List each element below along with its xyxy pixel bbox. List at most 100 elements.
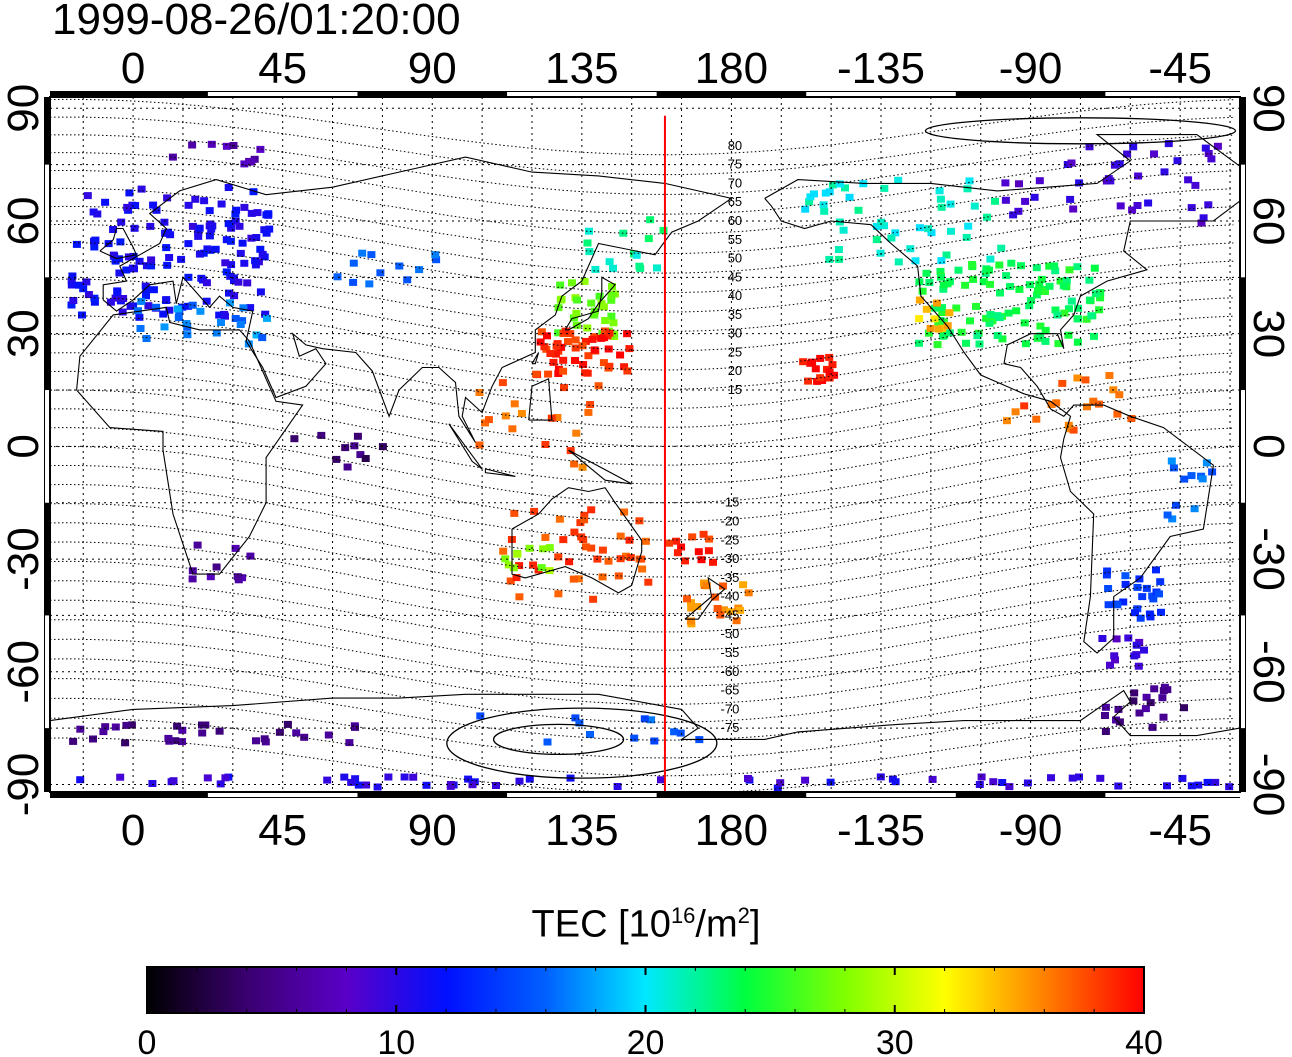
tec-cell-hawaii bbox=[813, 377, 822, 385]
tec-cell-caribbean bbox=[1058, 379, 1067, 387]
tec-cell-se-asia bbox=[594, 382, 603, 390]
tec-cell-east-asia bbox=[543, 332, 551, 340]
mag-contour bbox=[50, 522, 1234, 596]
tec-cell-usa bbox=[1095, 306, 1104, 314]
tec-cell-antarctic-peninsula bbox=[1159, 687, 1168, 695]
tec-cell-south-pole-band bbox=[1163, 782, 1171, 790]
tec-cell-east-asia bbox=[564, 338, 572, 346]
tec-cell-south-pole-band bbox=[525, 775, 534, 783]
tec-cell-europe bbox=[152, 206, 161, 214]
contour-label: -40 bbox=[721, 589, 740, 604]
mag-contour bbox=[50, 408, 1234, 485]
tec-cell-australia bbox=[555, 515, 564, 523]
tec-cell-south-pole-band bbox=[1178, 774, 1187, 782]
tec-cell-west-siberia bbox=[432, 256, 441, 264]
tec-cell-japan bbox=[595, 292, 604, 300]
tec-cell-australia bbox=[641, 537, 650, 545]
tec-cell-south-pole-band bbox=[76, 776, 85, 784]
contour-label: 80 bbox=[728, 138, 742, 153]
contour-label: -75 bbox=[721, 720, 740, 735]
axis-bar-gap bbox=[207, 793, 358, 797]
mag-contour bbox=[50, 278, 1234, 352]
tec-cell-usa bbox=[998, 335, 1007, 343]
tec-cell-south-pole-band bbox=[422, 781, 431, 789]
tec-cell-usa bbox=[1036, 332, 1045, 340]
tec-cell-japan bbox=[597, 300, 606, 308]
mag-contour bbox=[50, 116, 1234, 176]
tec-cell-canada bbox=[821, 189, 830, 197]
tec-cell-usa bbox=[979, 278, 988, 286]
mag-contour bbox=[50, 445, 1234, 522]
tec-cell-south-pole-band bbox=[1023, 779, 1032, 787]
tec-cell-west-australia bbox=[504, 561, 513, 569]
tec-cell-japan bbox=[609, 319, 618, 327]
tec-cell-arctic-america bbox=[1123, 150, 1132, 158]
lon-tick-label-bottom: 135 bbox=[545, 806, 618, 855]
tec-cell-usa bbox=[1025, 281, 1034, 289]
tec-cell-arctic-america bbox=[1085, 143, 1094, 151]
tec-cell-usa bbox=[1073, 263, 1082, 271]
tec-cell-australia bbox=[530, 507, 539, 515]
tec-cell-europe bbox=[142, 262, 151, 270]
tec-cell-europe bbox=[243, 279, 252, 287]
tec-cell-west-siberia bbox=[367, 251, 376, 259]
tec-cell-europe bbox=[230, 292, 239, 300]
tec-cell-australia bbox=[510, 509, 519, 517]
tec-cell-se-asia bbox=[508, 425, 517, 433]
tec-cell-usa bbox=[1062, 277, 1071, 284]
tec-cell-usa bbox=[995, 261, 1004, 269]
tec-cell-kamchatka bbox=[653, 264, 661, 272]
tec-cell-europe bbox=[146, 222, 155, 230]
tec-cell-usa bbox=[1085, 276, 1094, 284]
tec-cell-arctic-america bbox=[1199, 214, 1208, 222]
tec-cell-usa bbox=[1041, 326, 1050, 334]
tec-cell-australia bbox=[515, 562, 524, 570]
tec-cell-west-australia bbox=[513, 550, 522, 558]
tec-cell-australia bbox=[554, 553, 563, 561]
mag-contour bbox=[50, 389, 1234, 466]
mag-contour bbox=[50, 580, 1234, 651]
tec-cell-new-zealand bbox=[726, 608, 735, 616]
tec-cell-se-asia bbox=[560, 384, 568, 392]
coastline bbox=[448, 423, 483, 470]
tec-cell-usa bbox=[1027, 297, 1036, 304]
mag-contour bbox=[50, 678, 1234, 741]
tec-cell-canada bbox=[942, 251, 951, 259]
tec-cell-antarctic-peninsula bbox=[1101, 712, 1109, 719]
tec-cell-australia bbox=[635, 517, 644, 525]
tec-cell-australia bbox=[604, 557, 613, 565]
tec-cell-mediterranean bbox=[226, 299, 234, 307]
tec-cell-japan bbox=[583, 324, 592, 332]
tec-cell-europe bbox=[202, 297, 211, 305]
tec-cell-antarctic-peninsula bbox=[1101, 703, 1110, 711]
lat-tick-label-left: -30 bbox=[0, 527, 48, 591]
tec-cell-south-pole-band bbox=[203, 774, 212, 782]
tec-cell-west-australia bbox=[525, 544, 534, 552]
tec-cell-europe bbox=[131, 202, 140, 209]
south-pole-contour-outer bbox=[446, 707, 718, 779]
tec-cell-antarctic-peninsula bbox=[1135, 709, 1144, 717]
tec-cell-new-zealand bbox=[719, 582, 727, 590]
tec-cell-usa bbox=[918, 287, 927, 295]
tec-cell-south-pole-band bbox=[464, 775, 473, 783]
tec-cell-australia bbox=[620, 508, 629, 516]
north-pole-contour bbox=[924, 117, 1237, 145]
tec-cell-usa bbox=[1067, 297, 1076, 305]
tec-cell-europe bbox=[262, 229, 271, 237]
tec-cell-europe bbox=[130, 224, 139, 232]
tec-cell-south-pole-band bbox=[323, 776, 332, 784]
tec-cell-antarctica-west bbox=[178, 726, 187, 734]
tec-cell-arctic-america bbox=[1173, 157, 1182, 165]
tec-cell-caribbean bbox=[1003, 417, 1011, 425]
tec-cell-europe bbox=[205, 232, 214, 240]
tec-cell-south-pole-band bbox=[148, 780, 157, 787]
tec-cell-usa bbox=[936, 267, 945, 275]
lat-tick-label-right: 60 bbox=[1244, 197, 1292, 246]
tec-cell-usa bbox=[938, 304, 946, 312]
tec-cell-africa-east bbox=[350, 442, 359, 450]
tec-cell-australia bbox=[554, 590, 563, 598]
tec-cell-east-asia bbox=[623, 367, 632, 375]
tec-cell-europe bbox=[184, 201, 193, 209]
tec-cell-europe bbox=[111, 294, 120, 302]
tec-cell-south-pole-band bbox=[492, 782, 500, 789]
